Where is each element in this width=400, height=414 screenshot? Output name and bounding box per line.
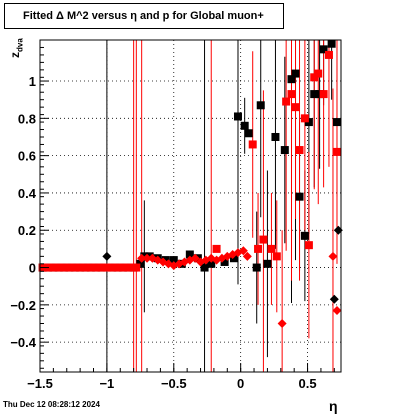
data-point [137, 253, 147, 263]
data-point [108, 263, 117, 272]
data-point [259, 235, 268, 244]
data-point [300, 114, 309, 123]
data-point [244, 129, 253, 138]
x-tick-label: −1 [99, 376, 114, 391]
data-point [217, 253, 227, 263]
data-point [70, 263, 79, 272]
data-point [132, 263, 141, 272]
data-point [267, 244, 276, 253]
data-point [324, 50, 333, 59]
data-point [238, 246, 248, 256]
data-point [201, 255, 211, 265]
y-tick-label: −0.2 [10, 298, 36, 313]
data-point [280, 146, 289, 155]
data-point [315, 90, 324, 99]
data-point [256, 101, 265, 110]
data-point [76, 263, 85, 272]
data-point [295, 192, 304, 201]
data-point [295, 146, 304, 155]
y-tick-label: 0.2 [18, 223, 36, 238]
data-point [102, 263, 111, 272]
data-point [300, 231, 309, 240]
chart-title: Fitted Δ M^2 versus η and p for Global m… [4, 3, 284, 29]
data-point [272, 252, 281, 261]
data-point [212, 244, 221, 253]
data-point [185, 250, 194, 259]
data-point [242, 251, 252, 261]
datestamp: Thu Dec 12 08:28:12 2024 [3, 400, 100, 409]
y-tick-label: 0.4 [18, 186, 37, 201]
data-point [86, 263, 95, 272]
data-point [102, 251, 112, 261]
data-point [142, 253, 152, 263]
plot-frame [39, 39, 342, 373]
data-point [327, 39, 336, 48]
data-point [254, 244, 263, 253]
y-tick-label: 0.8 [18, 111, 36, 126]
data-point [145, 252, 154, 261]
data-point [248, 140, 257, 149]
data-point [92, 263, 101, 272]
y-axis-label: zdva [8, 38, 25, 58]
y-tick-label: −0.4 [10, 335, 36, 350]
data-point [118, 263, 127, 272]
data-point [304, 241, 313, 250]
data-point [185, 255, 195, 265]
data-point [200, 263, 209, 272]
x-axis-label: η [329, 398, 338, 414]
data-point [332, 147, 341, 156]
data-point [233, 112, 242, 121]
data-point [49, 263, 58, 272]
data-point [140, 252, 149, 261]
y-tick-label: 0 [29, 261, 36, 276]
x-tick-label: 0.5 [299, 376, 317, 391]
data-point [97, 263, 106, 272]
data-point [287, 75, 296, 84]
data-point [60, 263, 69, 272]
data-point [81, 263, 90, 272]
data-point [124, 263, 133, 272]
y-tick-label: 1 [29, 74, 36, 89]
data-point [287, 90, 296, 99]
data-point [282, 97, 291, 106]
data-point [332, 305, 342, 315]
data-point [220, 257, 229, 266]
data-point [328, 251, 338, 261]
data-point [319, 90, 328, 99]
axis-ticks: −1.5 −1 −0.5 0 0.5 −0.4 −0.2 0 0.2 0.4 0.6 0.8 1 [10, 46, 335, 391]
data-point [161, 256, 170, 265]
data-point [310, 73, 319, 82]
data-point [136, 259, 145, 268]
y-tick-label: 0.6 [18, 149, 36, 164]
data-point [319, 45, 328, 54]
data-point [54, 263, 63, 272]
error-bars [106, 40, 338, 372]
data-point [240, 121, 249, 130]
data-point [263, 259, 272, 268]
data-point [329, 294, 339, 304]
data-point [291, 103, 300, 112]
data-markers [38, 39, 343, 329]
data-point [65, 263, 74, 272]
x-tick-label: −1.5 [27, 376, 53, 391]
data-point [212, 255, 222, 265]
plot-border [39, 39, 342, 373]
data-point [310, 90, 319, 99]
data-point [252, 263, 261, 272]
data-point [314, 69, 323, 78]
data-point [271, 132, 280, 141]
data-point [113, 263, 122, 272]
x-tick-label: 0 [237, 376, 244, 391]
data-point [304, 118, 313, 127]
data-point [190, 253, 200, 263]
data-point [207, 259, 216, 268]
data-point [277, 319, 287, 329]
data-point [291, 69, 300, 78]
data-point [229, 254, 238, 263]
x-tick-label: −0.5 [161, 376, 187, 391]
data-point [332, 118, 341, 127]
data-point [169, 256, 178, 265]
